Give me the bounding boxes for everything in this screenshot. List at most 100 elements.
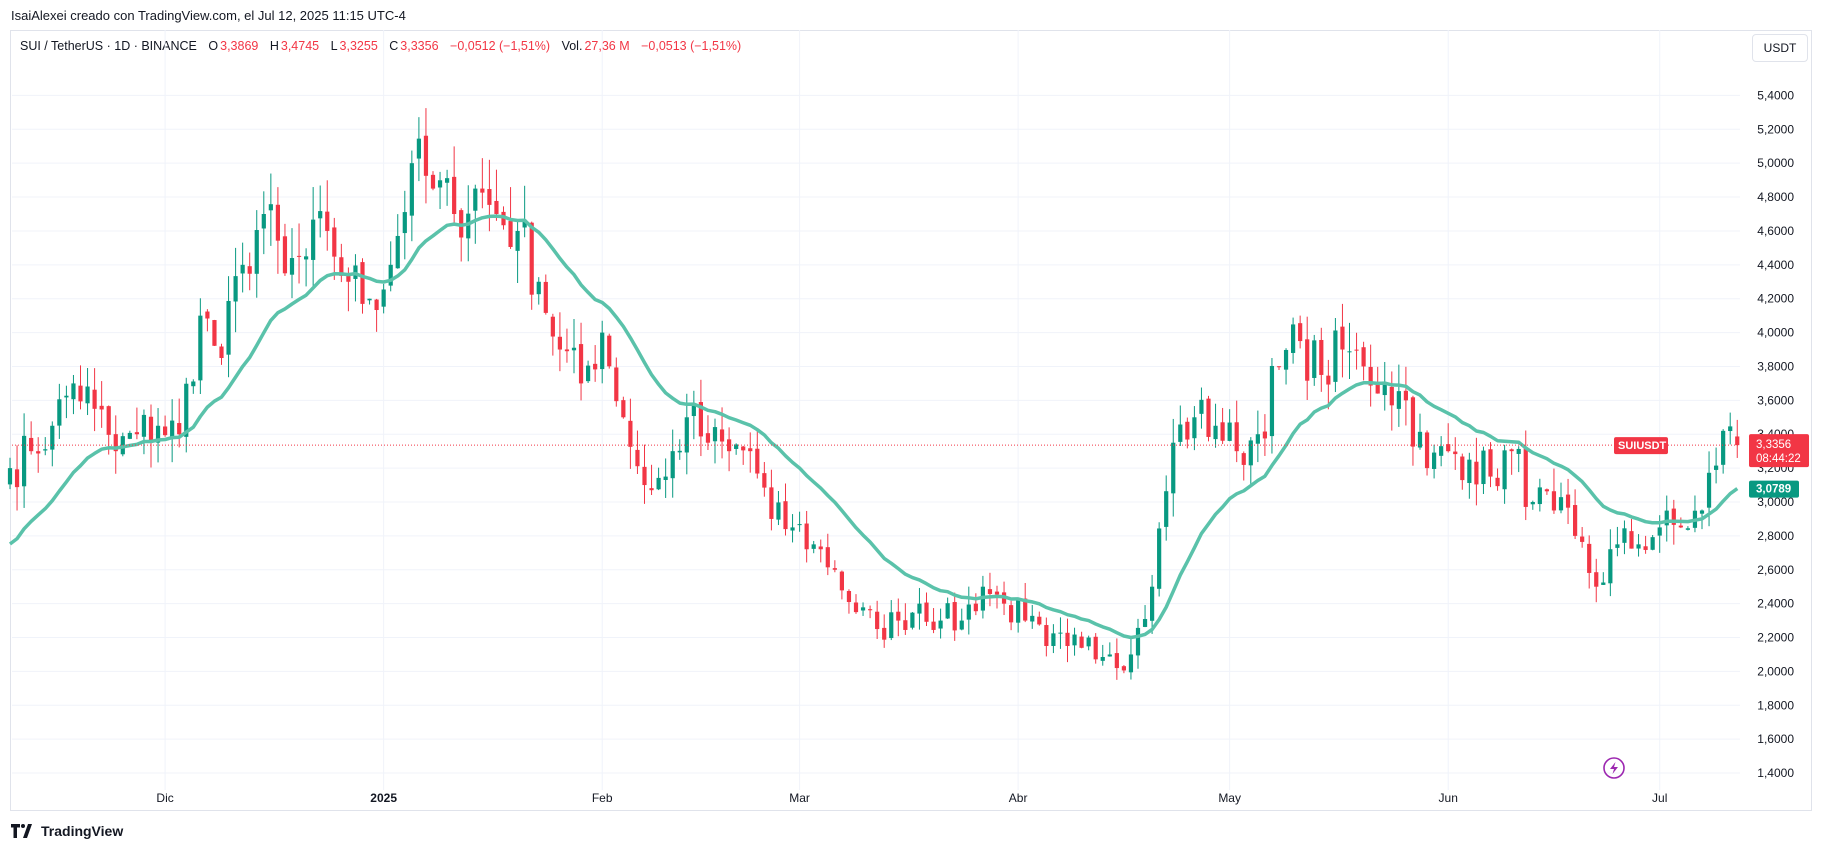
candle: [1333, 318, 1338, 393]
candle: [1185, 417, 1190, 449]
candle-body: [1291, 324, 1296, 353]
candle: [557, 312, 562, 372]
candle-body: [1283, 349, 1289, 370]
candle: [705, 415, 711, 450]
tradingview-brand[interactable]: TradingView: [11, 823, 123, 839]
candle: [191, 379, 196, 394]
candle: [1389, 371, 1394, 431]
candle-body: [36, 451, 41, 454]
candle-body: [1671, 508, 1676, 525]
candle: [1488, 442, 1493, 488]
candle: [896, 598, 901, 637]
low-value: 3,3255: [339, 39, 378, 53]
candle-body: [1580, 536, 1585, 542]
candle-body: [212, 320, 217, 346]
candle: [296, 223, 302, 284]
candle: [1608, 529, 1613, 597]
open-label: O: [208, 39, 219, 53]
candle-body: [1509, 449, 1514, 452]
candle: [663, 458, 668, 498]
candle-body: [1262, 431, 1267, 439]
candle-body: [318, 211, 323, 219]
candle: [480, 158, 485, 209]
candle: [868, 605, 873, 619]
candle: [875, 600, 880, 639]
candle-body: [1107, 654, 1112, 657]
candle: [1453, 437, 1458, 470]
candle: [1594, 558, 1599, 603]
candle: [177, 398, 182, 448]
candle: [452, 146, 457, 223]
candle-body: [1086, 637, 1091, 647]
candle-body: [395, 235, 400, 269]
candle: [550, 313, 555, 356]
candle-body: [994, 591, 1000, 595]
candle-body: [1326, 375, 1331, 385]
candle-body: [1664, 510, 1669, 526]
candle: [64, 385, 69, 419]
ticker-tag-bg: [1614, 437, 1668, 455]
x-axis: Dic2025FebMarAbrMayJunJulAg: [156, 791, 1667, 805]
candle-body: [1432, 452, 1437, 469]
candle-body: [43, 449, 48, 451]
y-tick-label: 4,8000: [1757, 190, 1794, 204]
candle-body: [325, 211, 330, 231]
candle: [395, 214, 400, 269]
candle-body: [811, 544, 816, 549]
candle-body: [1072, 634, 1077, 646]
candle-body: [71, 383, 76, 400]
candle-body: [1142, 618, 1148, 627]
candle: [416, 117, 421, 182]
candle: [1128, 638, 1134, 680]
candle-body: [409, 163, 414, 216]
candle-body: [1037, 616, 1042, 625]
candle-body: [860, 607, 866, 611]
candle-body: [1227, 422, 1232, 441]
x-tick-label: Jun: [1439, 791, 1458, 805]
candle: [952, 592, 957, 641]
candle-body: [64, 395, 69, 398]
candle-body: [1248, 440, 1253, 466]
candle: [1058, 617, 1063, 649]
candle-body: [896, 611, 901, 621]
y-tick-label: 1,4000: [1757, 766, 1794, 780]
candle: [233, 247, 238, 333]
y-tick-label: 2,0000: [1757, 664, 1794, 678]
candle: [240, 242, 245, 293]
candle-body: [550, 316, 555, 337]
candle: [1164, 475, 1169, 541]
candle: [543, 274, 548, 315]
candle-body: [966, 604, 971, 620]
candle-body: [1065, 632, 1070, 646]
candle-body: [254, 230, 259, 274]
candle: [910, 611, 915, 630]
x-tick-label: Abr: [1009, 791, 1028, 805]
candle: [684, 393, 689, 475]
candle-body: [571, 347, 577, 351]
candle: [1375, 366, 1380, 394]
candle: [1544, 488, 1549, 495]
candle-body: [240, 264, 245, 274]
candle: [832, 560, 837, 573]
candle: [494, 169, 499, 221]
candle-body: [910, 612, 915, 628]
candle: [1580, 527, 1585, 548]
candle-body: [1009, 605, 1014, 623]
candle-body: [148, 416, 154, 443]
candle-body: [1685, 528, 1690, 530]
candle: [1157, 522, 1162, 597]
candle: [1495, 468, 1500, 491]
flash-icon[interactable]: [1603, 757, 1625, 779]
candle-body: [430, 174, 436, 189]
x-tick-label: Jul: [1652, 791, 1667, 805]
candle: [1558, 482, 1564, 514]
candle: [656, 467, 661, 491]
symbol-name[interactable]: SUI / TetherUS · 1D · BINANCE: [20, 39, 197, 53]
candle-body: [1403, 390, 1408, 401]
candle-body: [78, 385, 83, 402]
candle-body: [853, 602, 859, 613]
currency-button[interactable]: USDT: [1752, 34, 1808, 62]
candle-body: [219, 346, 224, 358]
candle-body: [719, 429, 725, 442]
